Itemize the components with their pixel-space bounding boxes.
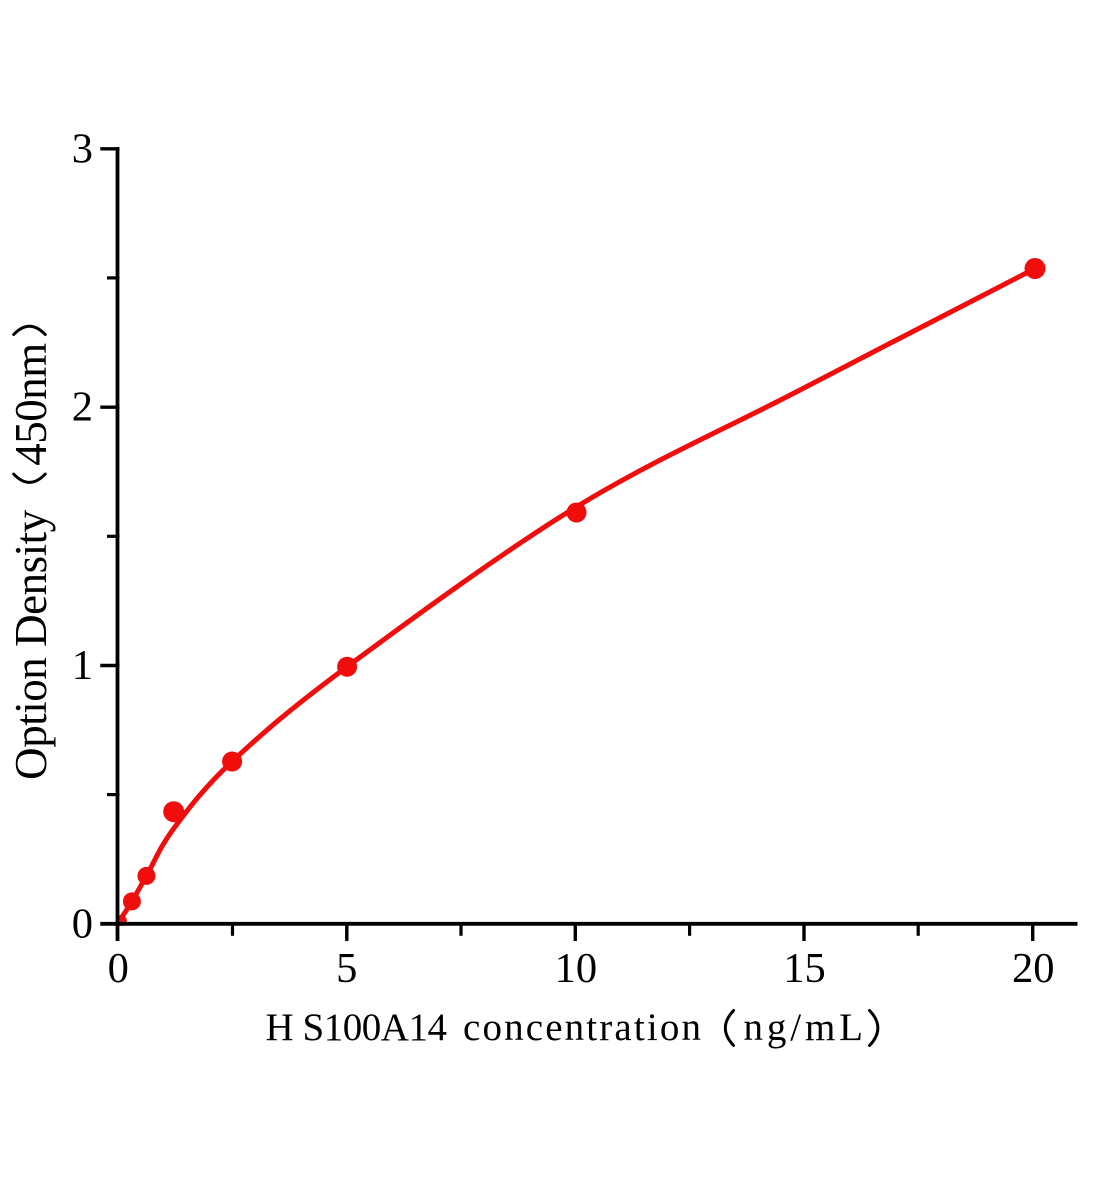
svg-text:450nm: 450nm — [6, 343, 56, 466]
svg-text:concentration: concentration — [463, 1006, 701, 1049]
svg-text:3: 3 — [72, 125, 93, 172]
svg-text:10: 10 — [555, 945, 598, 992]
svg-text:5: 5 — [336, 945, 357, 992]
svg-text:0: 0 — [72, 900, 93, 947]
svg-text:Option Density: Option Density — [6, 509, 56, 780]
svg-text:2: 2 — [72, 384, 93, 431]
svg-text:1: 1 — [72, 642, 93, 689]
svg-text:0: 0 — [108, 945, 129, 992]
svg-text:20: 20 — [1012, 945, 1055, 992]
svg-text:15: 15 — [783, 945, 826, 992]
svg-text:H S100A14: H S100A14 — [266, 1006, 448, 1049]
